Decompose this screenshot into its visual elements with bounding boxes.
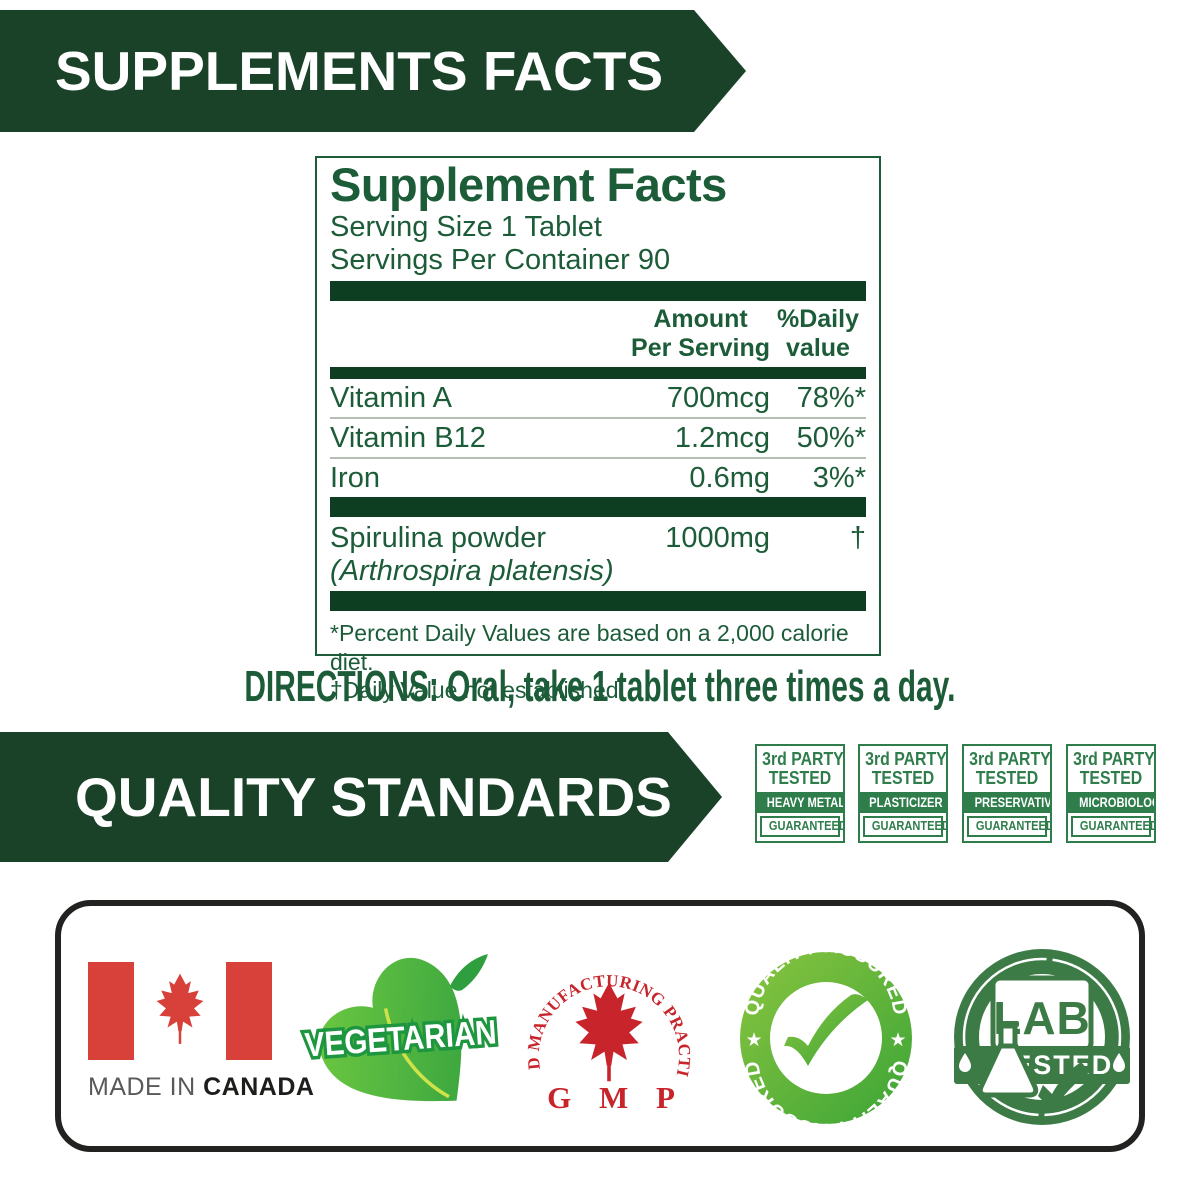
checkmark-icon	[1038, 1062, 1090, 1111]
badge-category-band: HEAVY METAL	[757, 791, 843, 813]
badge-guaranteed: GUARANTEED	[1071, 815, 1154, 837]
daily-value-header: %Daily value	[770, 305, 866, 363]
tested-badge-top: 3rd PARTY TESTED	[969, 749, 1051, 788]
directions-text: DIRECTIONS: Oral, take 1 tablet three ti…	[244, 662, 956, 711]
supplements-facts-banner-label: SUPPLEMENTS FACTS	[55, 40, 664, 102]
nutrient-row-iron: Iron 0.6mg 3%*	[330, 459, 866, 497]
divider-bar	[330, 497, 866, 518]
supplements-facts-banner: SUPPLEMENTS FACTS	[0, 10, 746, 132]
quality-standards-banner-label: QUALITY STANDARDS	[75, 766, 672, 828]
badge-line2: TESTED	[871, 767, 935, 788]
checkmark-icon	[784, 994, 868, 1066]
tested-badge-heavy-metal: 3rd PARTY TESTED HEAVY METAL GUARANTEED	[755, 744, 845, 843]
tested-badge-top: 3rd PARTY TESTED	[1073, 749, 1155, 788]
badge-category-band: PRESERVATIVE	[964, 791, 1050, 813]
made-in-canada-label: MADE IN CANADA	[88, 1073, 314, 1102]
flask-icon	[977, 1021, 1039, 1098]
directions-line: DIRECTIONS: Oral, take 1 tablet three ti…	[0, 662, 1200, 712]
badge-line2: TESTED	[975, 767, 1039, 788]
badge-line1: 3rd PARTY	[1073, 749, 1155, 769]
gmp-letters: G M P	[547, 1080, 685, 1115]
nutrient-amount: 1.2mcg	[674, 421, 770, 454]
badge-line2: TESTED	[768, 767, 832, 788]
badge-line1: 3rd PARTY	[865, 749, 947, 769]
canada-flag-icon	[88, 962, 272, 1060]
star-icon: ★	[889, 1030, 906, 1051]
nutrient-amount: 0.6mg	[689, 461, 770, 494]
nutrient-row-spirulina: Spirulina powder 1000mg † (Arthrospira p…	[330, 517, 866, 591]
quality-standards-banner: QUALITY STANDARDS	[0, 732, 722, 862]
supplement-facts-panel: Supplement Facts Serving Size 1 Tablet S…	[315, 156, 881, 703]
nutrient-name: Vitamin A	[330, 381, 452, 414]
made-in-text: MADE IN	[88, 1073, 204, 1101]
nutrient-daily-value: 3%*	[812, 461, 866, 494]
footnote-dagger: †Daily Value not established.	[330, 677, 625, 704]
drop-icon	[1113, 1053, 1125, 1072]
tested-badge-microbiology: 3rd PARTY TESTED MICROBIOLOGY GUARANTEED	[1066, 744, 1156, 843]
nutrient-amount: 1000mg	[665, 522, 770, 555]
gmp-seal-icon: GOOD MANUFACTURING PRACTICES G M P	[517, 933, 694, 1115]
nutrient-latin-name: (Arthrospira platensis)	[330, 554, 614, 587]
amount-header-line1: Amount	[653, 305, 748, 334]
nutrient-daily-value: †	[849, 522, 866, 555]
panel-title: Supplement Facts	[330, 158, 727, 211]
nutrient-row-vitamin-a: Vitamin A 700mcg 78%*	[330, 379, 866, 420]
servings-per-container-line: Servings Per Container 90	[330, 243, 671, 276]
badge-line1: 3rd PARTY	[969, 749, 1051, 769]
nutrient-amount: 700mcg	[666, 381, 770, 414]
vegetarian-leaf-icon: VEGETARIAN	[300, 954, 501, 1102]
nutrient-name: Iron	[330, 461, 380, 494]
nutrient-daily-value: 50%*	[796, 421, 866, 454]
canada-text: CANADA	[203, 1073, 315, 1101]
nutrient-name: Vitamin B12	[330, 421, 486, 454]
amount-header-line2: Per Serving	[631, 334, 770, 363]
column-headers: Amount Per Serving %Daily value	[330, 305, 866, 363]
made-in-canada-badge: MADE IN CANADA	[88, 962, 314, 1102]
tested-badge-top: 3rd PARTY TESTED	[865, 749, 947, 788]
quality-assured-seal-icon: QUALITY ASSURED QUALITY ASSURED ★ ★	[740, 935, 912, 1141]
tested-badge-plasticizer: 3rd PARTY TESTED PLASTICIZER GUARANTEED	[858, 744, 948, 843]
tested-badge-top: 3rd PARTY TESTED	[762, 749, 844, 788]
amount-per-serving-header: Amount Per Serving	[631, 305, 770, 363]
nutrient-row-vitamin-b12: Vitamin B12 1.2mcg 50%*	[330, 419, 866, 460]
tested-badge-preservative: 3rd PARTY TESTED PRESERVATIVE GUARANTEED	[962, 744, 1052, 843]
drop-icon	[959, 1053, 971, 1072]
badge-line2: TESTED	[1079, 767, 1143, 788]
badge-line1: 3rd PARTY	[762, 749, 844, 769]
daily-header-line2: value	[786, 334, 850, 363]
footnotes: *Percent Daily Values are based on a 2,0…	[330, 619, 866, 705]
badge-category-band: MICROBIOLOGY	[1068, 791, 1154, 813]
nutrient-name: Spirulina powder	[330, 522, 547, 555]
nutrient-daily-value: 78%*	[796, 381, 866, 414]
badge-category-band: PLASTICIZER	[860, 791, 946, 813]
lab-tested-seal-icon: LAB TESTED	[954, 949, 1130, 1125]
footnote-percent-daily: *Percent Daily Values are based on a 2,0…	[330, 620, 849, 675]
star-icon: ★	[745, 1030, 762, 1051]
serving-size-line: Serving Size 1 Tablet	[330, 210, 602, 243]
divider-bar	[330, 367, 866, 380]
divider-bar	[330, 591, 866, 612]
daily-header-line1: %Daily	[777, 305, 859, 334]
badge-guaranteed: GUARANTEED	[863, 815, 946, 837]
badge-guaranteed: GUARANTEED	[967, 815, 1050, 837]
badge-guaranteed: GUARANTEED	[760, 815, 843, 837]
divider-bar	[330, 281, 866, 302]
